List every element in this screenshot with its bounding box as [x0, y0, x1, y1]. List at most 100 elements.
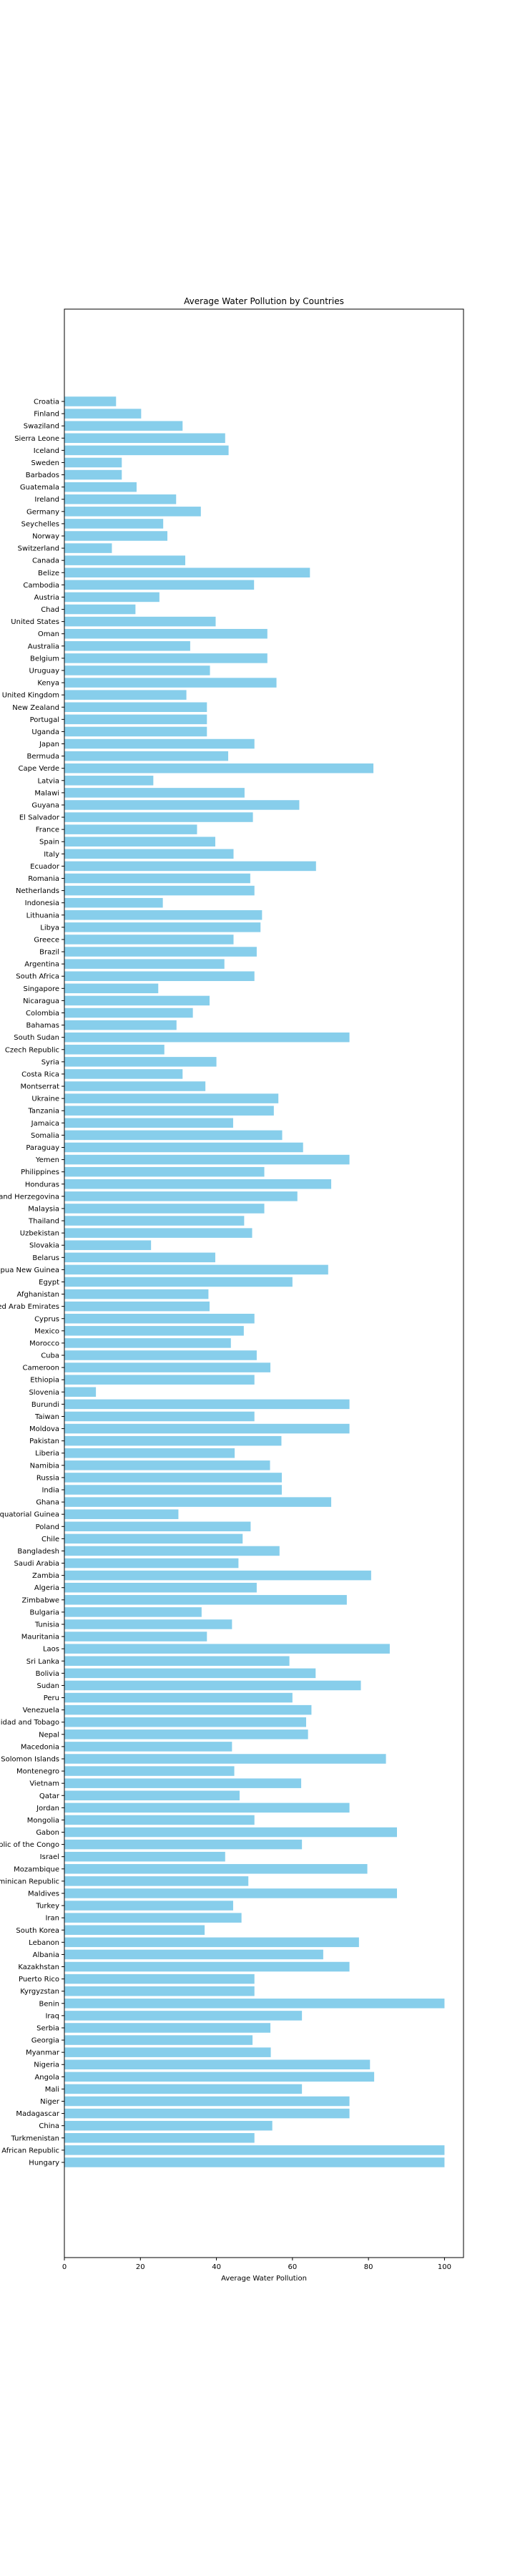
bar [64, 2133, 255, 2143]
bar [64, 1913, 242, 1923]
y-tick-label: Angola [34, 2074, 59, 2082]
y-tick-label: Georgia [31, 2037, 59, 2045]
bar [64, 1717, 306, 1727]
bar [64, 396, 117, 406]
y-tick-label: Singapore [24, 985, 59, 993]
y-axis-ticks: Croatia Finland Swaziland Sierra Leone Icela… [0, 399, 64, 2167]
y-tick-label: Macedonia [21, 1743, 59, 1751]
y-tick-label: Israel [40, 1853, 59, 1861]
y-tick-label: Italy [44, 851, 59, 859]
bar [64, 1179, 332, 1189]
y-tick-label: Switzerland [18, 545, 59, 553]
y-tick-label: Morocco [29, 1340, 59, 1347]
y-tick-label: Pakistan [29, 1438, 59, 1445]
bar [64, 836, 215, 847]
bar [64, 1570, 371, 1581]
y-tick-label: Mexico [34, 1327, 59, 1335]
y-tick-label: Bahamas [26, 1022, 59, 1030]
bar [64, 1925, 205, 1935]
y-tick-label: Austria [34, 594, 59, 602]
bar [64, 628, 268, 639]
y-tick-label: Mozambique [14, 1865, 59, 1873]
bar [64, 849, 234, 859]
bar [64, 1252, 215, 1263]
y-tick-label: South Sudan [14, 1034, 59, 1042]
y-tick-label: Jamaica [31, 1120, 59, 1128]
bar [64, 776, 154, 786]
bar [64, 1350, 257, 1360]
bar [64, 812, 253, 822]
y-tick-label: Liberia [35, 1450, 59, 1458]
y-tick-label: Indonesia [25, 899, 59, 907]
bar [64, 543, 112, 553]
bar [64, 1644, 390, 1654]
y-tick-label: Mongolia [27, 1817, 59, 1825]
y-tick-label: Norway [32, 532, 59, 540]
y-tick-label: Sweden [31, 459, 59, 467]
bar [64, 2120, 273, 2131]
y-tick-label: Spain [39, 839, 59, 847]
y-tick-label: Burundi [31, 1401, 59, 1409]
bar [64, 1802, 350, 1813]
y-tick-label: China [39, 2122, 59, 2130]
y-tick-label: Australia [28, 643, 59, 650]
y-tick-label: Qatar [39, 1792, 60, 1800]
bar [64, 800, 300, 810]
bar [64, 1399, 350, 1410]
y-tick-label: Uzbekistan [20, 1230, 59, 1238]
bar [64, 1240, 152, 1250]
bar [64, 409, 142, 419]
bar [64, 824, 197, 834]
bar [64, 971, 255, 981]
bar [64, 1326, 244, 1336]
bar [64, 1815, 255, 1825]
bar [64, 1497, 332, 1507]
bar [64, 1448, 235, 1458]
y-tick-label: Cambodia [23, 582, 59, 590]
bar [64, 1338, 231, 1348]
bar [64, 1546, 280, 1556]
y-tick-label: Malaysia [28, 1205, 59, 1213]
y-tick-label: Brazil [39, 949, 59, 957]
x-tick-label: 80 [364, 2263, 373, 2271]
y-tick-label: Philippines [21, 1169, 59, 1176]
bar [64, 1191, 298, 1201]
y-tick-label: Ecuador [30, 863, 60, 871]
bar [64, 1204, 265, 1214]
y-tick-label: Guyana [31, 801, 59, 809]
bar [64, 1473, 282, 1483]
bar [64, 1961, 350, 1972]
bar [64, 580, 255, 590]
bar [64, 1423, 350, 1434]
bar [64, 983, 159, 994]
bar [64, 995, 210, 1006]
x-tick-label: 0 [62, 2263, 67, 2271]
y-tick-label: Malawi [34, 789, 59, 797]
bar [64, 1387, 97, 1397]
bar [64, 1411, 255, 1422]
y-tick-label: Central African Republic [0, 2147, 59, 2155]
y-tick-label: Yemen [35, 1156, 59, 1164]
bar [64, 1435, 282, 1446]
y-tick-label: Syria [41, 1058, 59, 1066]
bar [64, 1704, 312, 1715]
bar [64, 1619, 232, 1629]
y-tick-label: Turkmenistan [11, 2135, 59, 2142]
y-tick-label: Bulgaria [30, 1609, 59, 1616]
bar [64, 1277, 293, 1287]
x-tick-label: 60 [288, 2263, 297, 2271]
bar [64, 1986, 255, 1996]
x-axis-ticks: 0 20 40 60 80 100 [62, 2258, 451, 2271]
bar [64, 1509, 179, 1519]
bar [64, 2059, 371, 2069]
bar [64, 1362, 271, 1372]
y-tick-label: Ukraine [31, 1096, 59, 1103]
y-tick-label: Zambia [32, 1572, 59, 1580]
bar [64, 1582, 257, 1593]
bar [64, 2145, 445, 2155]
bar [64, 469, 122, 480]
y-tick-label: Cameroon [23, 1365, 59, 1372]
y-tick-label: Kazakhstan [18, 1963, 59, 1971]
bar [64, 1876, 249, 1886]
bar [64, 1656, 290, 1667]
